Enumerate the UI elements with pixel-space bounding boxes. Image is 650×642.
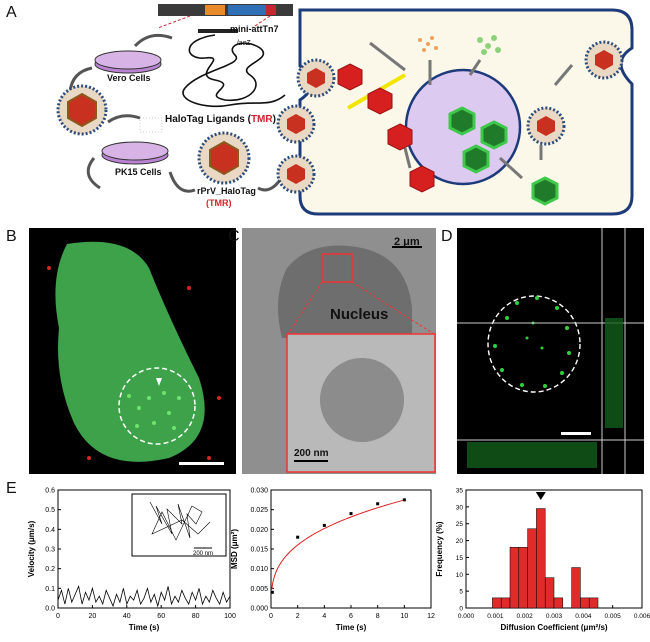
- label-ligands-tmr: TMR: [250, 114, 273, 125]
- y-tick-label: 0.3: [45, 547, 55, 554]
- histogram-bar: [588, 597, 599, 609]
- y-tick-label: 0.030: [250, 488, 268, 495]
- x-tick-label: 0.003: [546, 613, 563, 620]
- y-tick-label: 25: [456, 521, 464, 528]
- msd-point: [349, 512, 353, 516]
- y-tick-label: 20: [456, 538, 464, 545]
- label-rprv-tmr: (TMR): [206, 198, 232, 208]
- histogram-bar: [492, 597, 502, 609]
- histogram-bar: [518, 547, 528, 609]
- chart-msd: 0 2 4 6 8 10 12 0.000 0.005 0.010 0.015 0.020 0.025 0…: [230, 488, 435, 633]
- inset-trajectory: [149, 501, 211, 541]
- panel-a-schematic: [56, 4, 634, 216]
- y-tick-label: 0.025: [250, 507, 268, 514]
- inset-frame: [131, 493, 227, 557]
- x-tick-label: 10: [400, 613, 408, 620]
- histogram-bar: [571, 567, 581, 609]
- histogram-bar: [500, 597, 511, 609]
- label-ligands-suffix: ): [272, 114, 276, 125]
- x-tick-label: 40: [123, 613, 131, 620]
- velocity-series-line: [57, 585, 231, 608]
- label-nucleus: Nucleus: [330, 306, 389, 323]
- y-tick-label: 0.0: [45, 606, 55, 613]
- panel-letter-d: D: [441, 228, 453, 245]
- label-lacz: lacZ: [237, 40, 251, 47]
- mean-marker-triangle: [535, 492, 546, 500]
- y-tick-label: 0.1: [45, 586, 55, 593]
- histogram-bar: [509, 547, 520, 609]
- x-tick-label: 0.005: [605, 613, 622, 620]
- panel-letter-e: E: [6, 480, 17, 497]
- x-tick-label: 80: [192, 613, 200, 620]
- histogram-bar: [544, 577, 555, 609]
- x-tick-label: 8: [376, 613, 380, 620]
- x-tick-label: 0.001: [487, 613, 504, 620]
- y-tick-label: 0.005: [250, 586, 268, 593]
- msd-point: [402, 498, 406, 502]
- x-tick-label: 100: [224, 613, 236, 620]
- histogram-bar: [527, 528, 537, 609]
- x-tick-label: 20: [89, 613, 97, 620]
- y-axis-label: Frequency (%): [435, 521, 444, 576]
- y-tick-label: 0.015: [250, 547, 268, 554]
- panel-letter-b: B: [6, 228, 17, 245]
- msd-point: [270, 590, 274, 594]
- panel-d-micrograph: [457, 228, 644, 474]
- x-tick-label: 0.006: [634, 613, 650, 620]
- panel-b-micrograph: [29, 228, 236, 474]
- label-pk15: PK15 Cells: [115, 167, 162, 177]
- histogram-bar: [553, 597, 564, 609]
- y-tick-label: 0.000: [250, 606, 268, 613]
- x-tick-label: 0.004: [575, 613, 592, 620]
- panel-c-em-image: [242, 228, 436, 474]
- y-tick-label: 0.5: [45, 507, 55, 514]
- x-axis-label: Time (s): [129, 623, 160, 632]
- y-tick-label: 0.2: [45, 566, 55, 573]
- y-tick-label: 35: [456, 488, 464, 495]
- label-rprv: rPrV_HaloTag: [197, 186, 256, 196]
- x-axis-label: Diffusion Coefficient (μm²/s): [500, 623, 607, 632]
- x-tick-label: 4: [322, 613, 326, 620]
- y-tick-label: 0.4: [45, 527, 55, 534]
- x-tick-label: 0: [56, 613, 60, 620]
- label-vero: Vero Cells: [107, 73, 151, 83]
- msd-point: [376, 502, 380, 506]
- y-axis-label: Velocity (μm/s): [27, 520, 36, 577]
- histogram-bar: [536, 508, 546, 609]
- x-tick-label: 2: [296, 613, 300, 620]
- msd-point: [322, 523, 326, 527]
- x-tick-label: 0.002: [517, 613, 534, 620]
- bac-dna-icon: [182, 34, 286, 108]
- x-tick-label: 6: [349, 613, 353, 620]
- y-tick-label: 0.6: [45, 488, 55, 495]
- label-ligands-prefix: HaloTag Ligands (: [165, 114, 251, 125]
- plot-frame: [270, 489, 432, 609]
- y-tick-label: 0: [459, 606, 463, 613]
- y-tick-label: 15: [456, 555, 464, 562]
- histogram-bar: [580, 597, 590, 609]
- msd-fit-curve: [271, 499, 405, 590]
- y-axis-label: MSD (μm²): [230, 529, 239, 569]
- label-scale-200nm: 200 nm: [294, 448, 329, 459]
- y-tick-label: 0.020: [250, 527, 268, 534]
- label-mini-att: mini-attTn7: [230, 24, 279, 34]
- inset-scale-label: 200 nm: [193, 551, 213, 557]
- panel-letter-a: A: [6, 4, 17, 21]
- chart-diffusion-histogram: 0.000 0.001 0.002 0.003 0.004 0.005 0.006 0 5 10 1…: [435, 488, 650, 633]
- chart-velocity: 0 20 40 60 80 100 0.0 0.1 0.2 0.3 0.4 0.5 0.6 Time (s…: [27, 488, 236, 633]
- x-tick-label: 12: [427, 613, 435, 620]
- y-tick-label: 5: [459, 589, 463, 596]
- x-axis-label: Time (s): [336, 623, 367, 632]
- label-scale-2um: 2 μm: [394, 236, 420, 248]
- x-tick-label: 0: [269, 613, 273, 620]
- y-tick-label: 30: [456, 504, 464, 511]
- msd-point: [296, 535, 300, 539]
- label-halotag-ligands: HaloTag Ligands (TMR): [165, 114, 276, 125]
- y-tick-label: 0.010: [250, 566, 268, 573]
- x-tick-label: 60: [157, 613, 165, 620]
- panel-letter-c: C: [228, 228, 240, 245]
- x-tick-label: 0.000: [458, 613, 475, 620]
- y-tick-label: 10: [456, 572, 464, 579]
